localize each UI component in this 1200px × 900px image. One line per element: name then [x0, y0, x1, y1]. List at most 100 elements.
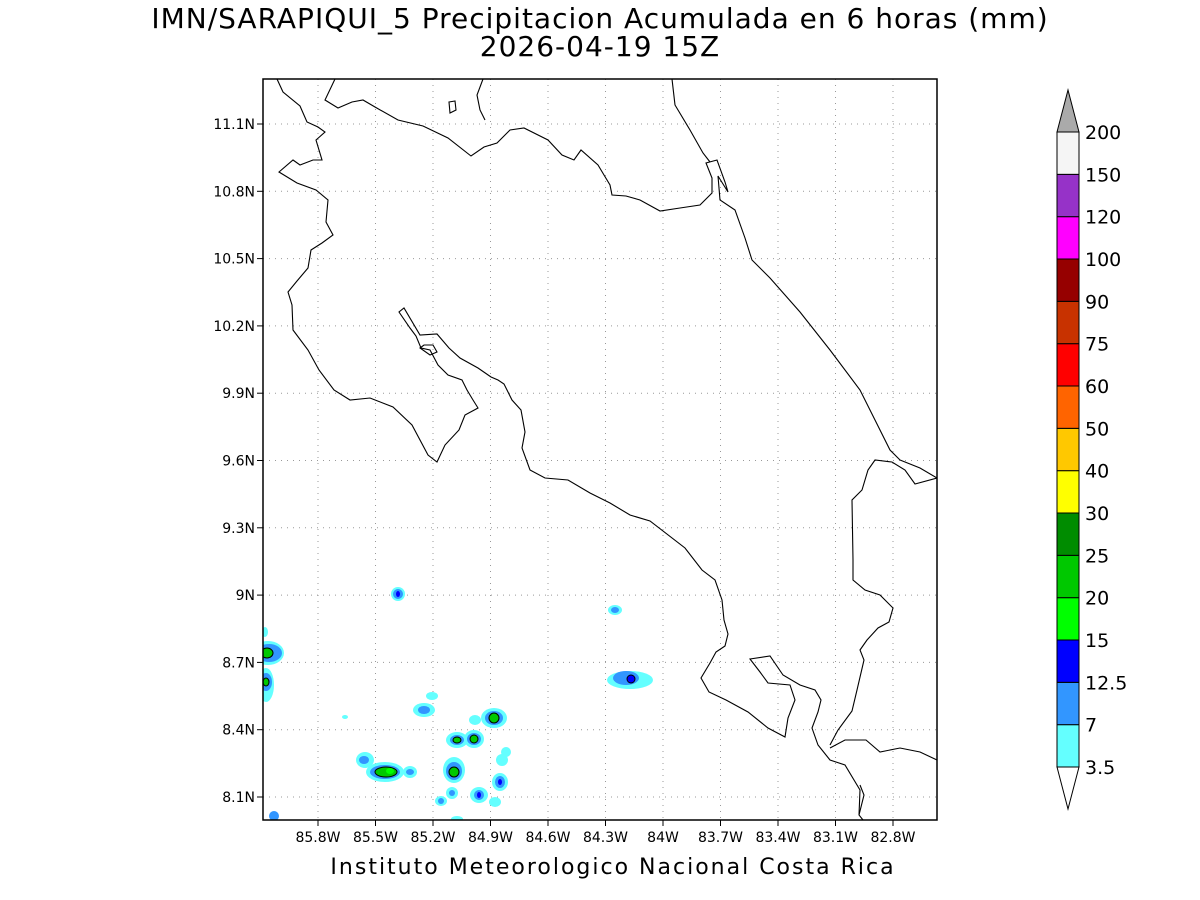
legend-color-box: [1056, 512, 1080, 556]
lat-tick-label: 10.2N: [213, 319, 255, 335]
precip-cell: [263, 647, 274, 659]
precip-cell: [449, 790, 455, 796]
lon-tick-label: 85.2W: [410, 830, 455, 846]
precip-cell: [438, 798, 444, 804]
precip-cell: [611, 607, 619, 613]
lon-tick-label: 82.8W: [870, 830, 915, 846]
axis-ticks: 11.1N 10.8N 10.5N 10.2N 9.9N 9.6N 9.3N 9N 8.7N 8.…: [213, 117, 915, 846]
legend-color-box: [1056, 470, 1080, 514]
legend-level-label: 15: [1085, 630, 1109, 652]
coastline: [276, 79, 937, 820]
lon-tick-label: 84.6W: [525, 830, 570, 846]
lat-tick-label: 9.3N: [222, 521, 255, 537]
nicaragua-border-top: [476, 79, 486, 121]
legend-color-box: [1056, 385, 1080, 429]
nicaragua-lake-shore: [276, 79, 864, 820]
inner-lake-outline: [419, 344, 438, 356]
precip-cell: [498, 779, 502, 785]
legend-level-label: 30: [1085, 503, 1109, 525]
map-title: IMN/SARAPIQUI_5 Precipitacion Acumulada …: [151, 2, 1049, 35]
legend-color-box: [1056, 216, 1080, 260]
precip-cell: [426, 692, 438, 700]
lat-tick-label: 8.7N: [222, 655, 255, 671]
precip-cell: [406, 769, 414, 775]
precip-cell: [448, 766, 460, 778]
legend-level-label: 25: [1085, 545, 1109, 567]
plot-frame: [262, 78, 938, 821]
lat-lon-grid: [263, 79, 937, 820]
lat-tick-label: 10.5N: [213, 252, 255, 268]
precip-cell: [269, 811, 279, 820]
legend-color-box: [1056, 597, 1080, 641]
legend-level-label: 40: [1085, 461, 1109, 483]
lat-tick-label: 9.6N: [222, 454, 255, 470]
precip-cell: [469, 734, 479, 744]
legend-arrow-top: [1056, 88, 1080, 133]
precip-cell: [396, 591, 400, 597]
legend-level-label: 150: [1085, 164, 1121, 186]
legend-color-box: [1056, 131, 1080, 175]
panama-coast-south: [829, 739, 937, 761]
precip-cell: [469, 715, 481, 725]
legend-level-label: 3.5: [1085, 757, 1115, 779]
legend-color-box: [1056, 300, 1080, 345]
legend-level-label: 100: [1085, 249, 1121, 271]
lat-tick-label: 8.1N: [222, 790, 255, 806]
precip-cell: [418, 706, 430, 714]
legend-level-label: 12.5: [1085, 672, 1127, 694]
legend-color-box: [1056, 681, 1080, 726]
legend-color-box: [1056, 554, 1080, 599]
lon-tick-label: 85.8W: [295, 830, 340, 846]
footer-credit: Instituto Meteorologico Nacional Costa R…: [330, 855, 896, 880]
legend-level-label: 120: [1085, 207, 1121, 229]
legend-level-label: 7: [1085, 715, 1097, 737]
northern-coast: [324, 79, 901, 461]
precip-cell: [488, 712, 500, 724]
lat-tick-label: 9N: [236, 588, 255, 604]
legend-arrow-bottom: [1056, 766, 1080, 811]
caribbean-top-coast: [671, 79, 711, 163]
legend-color-box: [1056, 173, 1080, 218]
legend-level-label: 90: [1085, 291, 1109, 313]
lat-tick-label: 9.9N: [222, 386, 255, 402]
precip-cell: [263, 677, 270, 687]
precip-cell: [263, 627, 268, 637]
legend-level-label: 60: [1085, 376, 1109, 398]
legend-level-label: 20: [1085, 588, 1109, 610]
precip-cell: [451, 816, 463, 820]
precip-cell: [489, 797, 501, 807]
legend-color-box: [1056, 258, 1080, 302]
precip-cell: [342, 715, 348, 719]
lon-tick-label: 83.1W: [813, 830, 858, 846]
legend-color-box: [1056, 724, 1080, 768]
lon-tick-label: 84W: [647, 830, 679, 846]
precip-cell: [386, 768, 394, 774]
lon-tick-label: 85.5W: [353, 830, 398, 846]
precipitation-field: [263, 587, 653, 820]
lon-tick-label: 83.4W: [755, 830, 800, 846]
panama-border: [829, 459, 937, 746]
precip-cell: [477, 792, 481, 798]
legend-color-box: [1056, 427, 1080, 472]
legend-level-label: 50: [1085, 418, 1109, 440]
precip-cell: [359, 756, 369, 764]
lat-tick-label: 11.1N: [213, 117, 255, 133]
precip-cell: [496, 754, 508, 766]
legend-color-box: [1056, 639, 1080, 683]
right-edge-coast: [899, 459, 937, 479]
precip-cell: [626, 674, 636, 684]
small-island: [448, 100, 457, 114]
peninsula-east: [858, 784, 865, 816]
lat-tick-label: 8.4N: [222, 723, 255, 739]
precip-cell: [452, 736, 462, 744]
legend-level-label: 75: [1085, 334, 1109, 356]
lon-tick-label: 84.3W: [583, 830, 628, 846]
lon-tick-label: 83.7W: [698, 830, 743, 846]
lon-tick-label: 84.9W: [468, 830, 513, 846]
lat-tick-label: 10.8N: [213, 184, 255, 200]
legend-color-box: [1056, 343, 1080, 387]
legend-level-label: 200: [1085, 122, 1121, 144]
color-legend: 3.5 7 12.5 15 20 25 30 40 50 60 75 90 100 120 150 200: [1056, 88, 1127, 811]
map-subtitle: 2026-04-19 15Z: [479, 30, 721, 63]
